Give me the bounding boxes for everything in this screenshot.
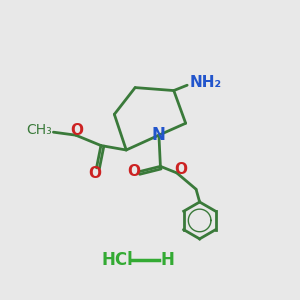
Text: H: H xyxy=(161,251,175,269)
Text: O: O xyxy=(127,164,140,179)
Text: N: N xyxy=(152,126,166,144)
Text: O: O xyxy=(70,123,83,138)
Text: HCl: HCl xyxy=(101,251,133,269)
Text: NH₂: NH₂ xyxy=(189,75,221,90)
Text: O: O xyxy=(175,162,188,177)
Text: CH₃: CH₃ xyxy=(26,123,52,137)
Text: O: O xyxy=(88,166,101,181)
